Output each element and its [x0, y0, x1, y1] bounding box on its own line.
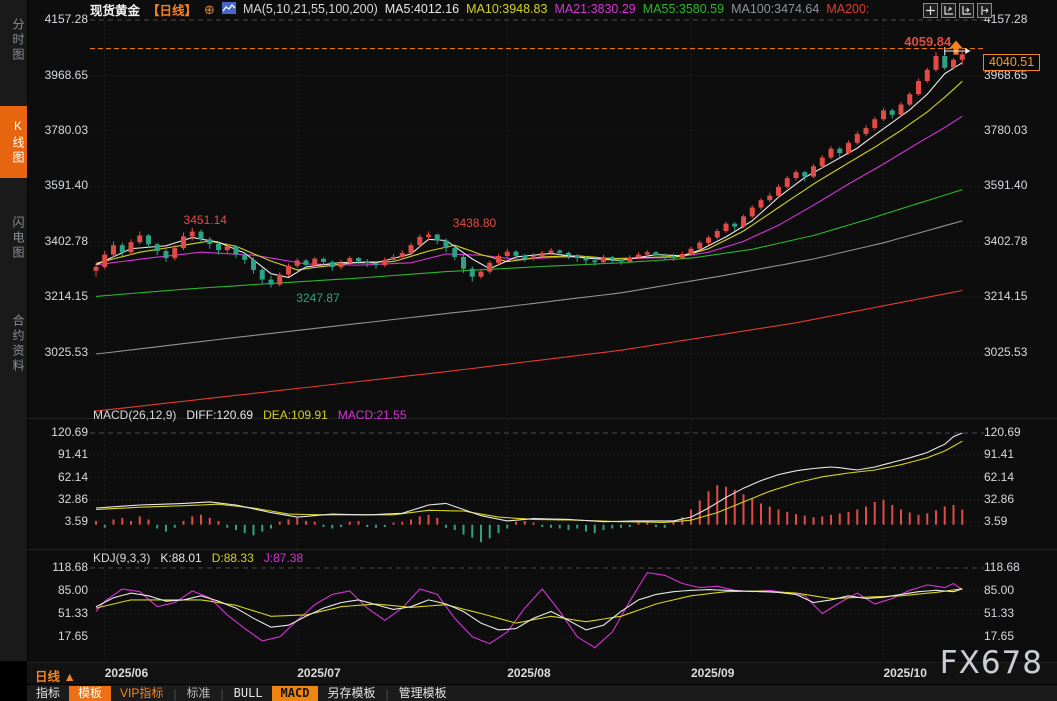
axis-tick-label: 3780.03 [984, 122, 1028, 137]
chart-toolbar [923, 3, 992, 18]
chart-header: 现货黄金 【日线】 ⊕ MA(5,10,21,55,100,200) MA5:4… [90, 1, 870, 18]
axis-tick-label: 17.65 [984, 629, 1015, 643]
axis-tick-label: 3214.15 [984, 289, 1028, 304]
axis-tick-label: 3780.03 [44, 122, 88, 137]
sidebar: 分时图 K线图 闪电图 合约资料 [0, 0, 28, 701]
kdj-chart[interactable] [90, 550, 984, 662]
axis-tick-label: 51.33 [57, 606, 88, 620]
axis-tick-label: 3591.40 [984, 178, 1028, 193]
macd-diff-value: DIFF:120.69 [186, 408, 254, 422]
axis-tick-label: 3025.53 [44, 344, 88, 359]
tab-manage-templates[interactable]: 管理模板 [398, 686, 447, 700]
macd-params-label: MACD(26,12,9) [93, 408, 177, 422]
axis-tick-label: 85.00 [57, 583, 88, 597]
axis-tick-label: 118.68 [984, 560, 1020, 574]
tab-standard[interactable]: 标准 [186, 686, 211, 700]
date-axis: 日线 ▲ 2025/06 2025/07 2025/08 2025/09 2025/10 [27, 662, 1057, 685]
date-label: 2025/08 [507, 666, 551, 680]
add-indicator-icon[interactable]: ⊕ [204, 1, 215, 17]
kdj-pane-header: KDJ(9,3,3) K:88.01 D:88.33 J:87.38 [93, 551, 303, 565]
price-annotation: 3438.80 [452, 216, 497, 231]
axis-tick-label: 62.14 [984, 469, 1015, 484]
tab-separator: | [385, 686, 389, 701]
price-axis-left: 4157.28 3968.65 3780.03 3591.40 3402.78 3214.… [31, 0, 88, 660]
fx678-watermark: FX678 [939, 645, 1043, 681]
indicator-tabbar: 指标 模板 VIP指标 | 标准 | BULL MACD 另存模板 | 管理模板 [27, 684, 1057, 701]
axis-tick-label: 118.68 [52, 560, 88, 574]
axis-tick-label: 3214.15 [44, 289, 88, 304]
kdj-j-value: J:87.38 [263, 551, 304, 565]
axis-tick-label: 120.69 [984, 425, 1021, 439]
axis-tick-label: 4157.28 [44, 12, 88, 26]
axis-tick-label: 51.33 [984, 606, 1015, 620]
kdj-params-label: KDJ(9,3,3) [93, 551, 151, 565]
ma55-value: MA55:3580.59 [642, 2, 725, 16]
tab-vip-indicators[interactable]: VIP指标 [120, 686, 164, 700]
ma200-value: MA200: [826, 2, 870, 16]
main-candlestick-chart[interactable] [90, 14, 984, 417]
axis-tick-label: 91.41 [984, 447, 1015, 462]
chart-type-icon[interactable] [221, 1, 236, 17]
macd-macd-value: MACD:21.55 [337, 408, 407, 422]
sidebar-item-contract-info[interactable]: 合约资料 [11, 314, 25, 374]
price-annotation: 4059.84 [904, 33, 952, 49]
tab-templates[interactable]: 模板 [69, 686, 112, 701]
sidebar-item-time-chart[interactable]: 分时图 [11, 17, 25, 63]
tab-indicators[interactable]: 指标 [36, 686, 61, 700]
price-annotation: 3247.87 [296, 290, 340, 305]
pan-axes-icon[interactable] [959, 3, 974, 18]
tab-bull[interactable]: BULL [233, 686, 263, 700]
axis-tick-label: 85.00 [984, 583, 1015, 597]
ma10-value: MA10:3948.83 [466, 2, 548, 16]
tab-separator: | [220, 686, 224, 701]
zoom-axes-icon[interactable] [941, 3, 956, 18]
date-label: 2025/09 [691, 666, 735, 680]
sidebar-item-kline-chart[interactable]: K线图 [0, 106, 27, 178]
sidebar-item-lightning-chart[interactable]: 闪电图 [11, 215, 25, 261]
macd-chart[interactable] [90, 420, 984, 550]
axis-tick-label: 3402.78 [984, 233, 1028, 248]
ma21-value: MA21:3830.29 [554, 2, 636, 16]
chart-area: 现货黄金 【日线】 ⊕ MA(5,10,21,55,100,200) MA5:4… [27, 0, 1057, 701]
kdj-d-value: D:88.33 [211, 551, 254, 565]
axis-tick-label: 120.69 [51, 425, 88, 439]
date-label: 2025/06 [104, 666, 149, 680]
date-label: 2025/10 [883, 666, 927, 680]
axis-tick-label: 3402.78 [44, 233, 88, 248]
ma-group-label: MA(5,10,21,55,100,200) [242, 2, 378, 16]
ma100-value: MA100:3474.64 [731, 2, 820, 16]
shift-chart-icon[interactable] [977, 3, 992, 18]
tab-save-template[interactable]: 另存模板 [327, 686, 376, 700]
axis-tick-label: 3591.40 [44, 178, 88, 193]
period-label: 【日线】 [147, 3, 198, 18]
axis-tick-label: 32.86 [57, 491, 88, 506]
axis-tick-label: 4157.28 [984, 12, 1028, 26]
axis-tick-label: 3025.53 [984, 344, 1028, 359]
last-price-label: 4040.51 [983, 54, 1041, 72]
axis-tick-label: 3968.65 [44, 67, 88, 82]
kdj-k-value: K:88.01 [160, 551, 202, 565]
period-selector[interactable]: 日线 ▲ [35, 670, 76, 684]
pane-separator [27, 549, 1057, 550]
tab-macd[interactable]: MACD [271, 686, 319, 701]
ma5-value: MA5:4012.16 [384, 2, 460, 16]
date-label: 2025/07 [297, 666, 341, 680]
macd-dea-value: DEA:109.91 [263, 408, 328, 422]
price-axis-right: 4157.28 3968.65 3780.03 3591.40 3402.78 3214.… [984, 0, 1054, 660]
pane-separator [27, 418, 1057, 419]
macd-pane-header: MACD(26,12,9) DIFF:120.69 DEA:109.91 MAC… [93, 408, 407, 422]
sidebar-corner [0, 661, 27, 701]
instrument-name: 现货黄金 [90, 3, 141, 18]
crosshair-icon[interactable] [923, 3, 938, 18]
axis-tick-label: 32.86 [984, 491, 1015, 506]
axis-tick-label: 62.14 [57, 469, 88, 484]
tab-separator: | [173, 686, 177, 701]
axis-tick-label: 91.41 [57, 447, 88, 462]
price-annotation: 3451.14 [183, 212, 227, 227]
axis-tick-label: 17.65 [57, 629, 88, 643]
axis-tick-label: 3.59 [64, 514, 88, 528]
axis-tick-label: 3.59 [984, 514, 1008, 528]
